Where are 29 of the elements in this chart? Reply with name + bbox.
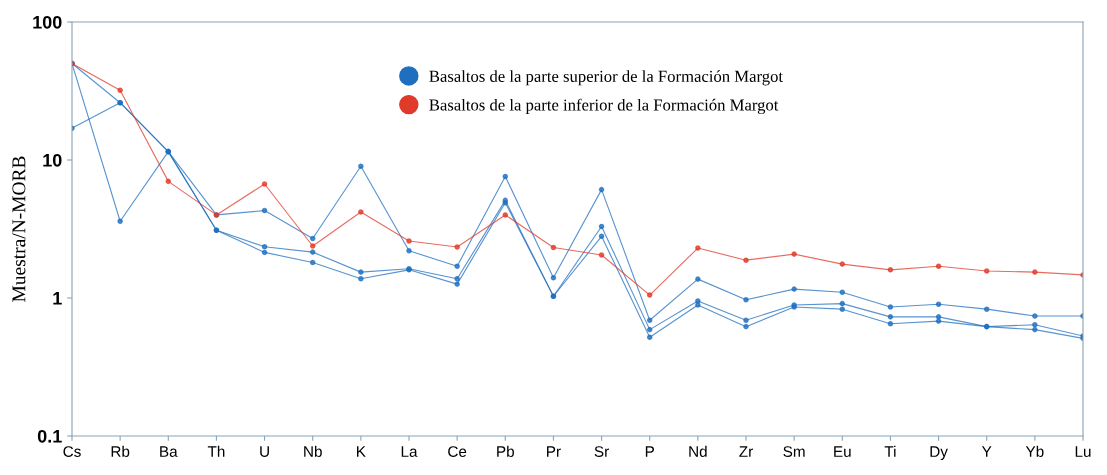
x-tick-label: Th bbox=[207, 445, 225, 457]
x-tick-label: Yb bbox=[1025, 445, 1044, 457]
x-tick-label: Zr bbox=[739, 446, 753, 457]
legend-label: Basaltos de la parte inferior de la Formación Margot bbox=[429, 98, 779, 115]
x-tick-label: Ba bbox=[160, 446, 178, 457]
x-tick-label: Sr bbox=[594, 446, 609, 457]
x-tick-label: Eu bbox=[834, 446, 851, 457]
x-tick-label: U bbox=[260, 446, 269, 457]
x-tick-label: Sm bbox=[783, 446, 805, 457]
x-tick-label: Nd bbox=[689, 445, 707, 457]
x-tick-label: Pb bbox=[497, 445, 514, 457]
y-tick-label: 0.1 bbox=[37, 429, 62, 443]
y-tick-label: 10 bbox=[43, 153, 62, 167]
x-tick-label: Nb bbox=[304, 445, 322, 457]
x-tick-label: Dy bbox=[930, 446, 948, 460]
y-axis-title: Muestra/N-MORB bbox=[12, 156, 26, 302]
x-tick-label: Y bbox=[981, 446, 992, 457]
legend-label: Basaltos de la parte superior de la Formación Margot bbox=[429, 70, 783, 86]
y-tick-label: 100 bbox=[33, 15, 62, 29]
x-tick-label: Lu bbox=[1075, 446, 1091, 457]
x-tick-label: K bbox=[357, 446, 366, 457]
x-tick-label: Ce bbox=[448, 446, 467, 457]
x-tick-label: Pr bbox=[547, 446, 561, 457]
x-tick-label: P bbox=[645, 446, 654, 457]
x-tick-label: La bbox=[401, 446, 418, 457]
x-tick-label: Cs bbox=[63, 446, 81, 457]
x-tick-label: Ti bbox=[884, 445, 896, 457]
y-tick-label: 1 bbox=[53, 292, 62, 305]
x-tick-label: Rb bbox=[111, 445, 130, 457]
